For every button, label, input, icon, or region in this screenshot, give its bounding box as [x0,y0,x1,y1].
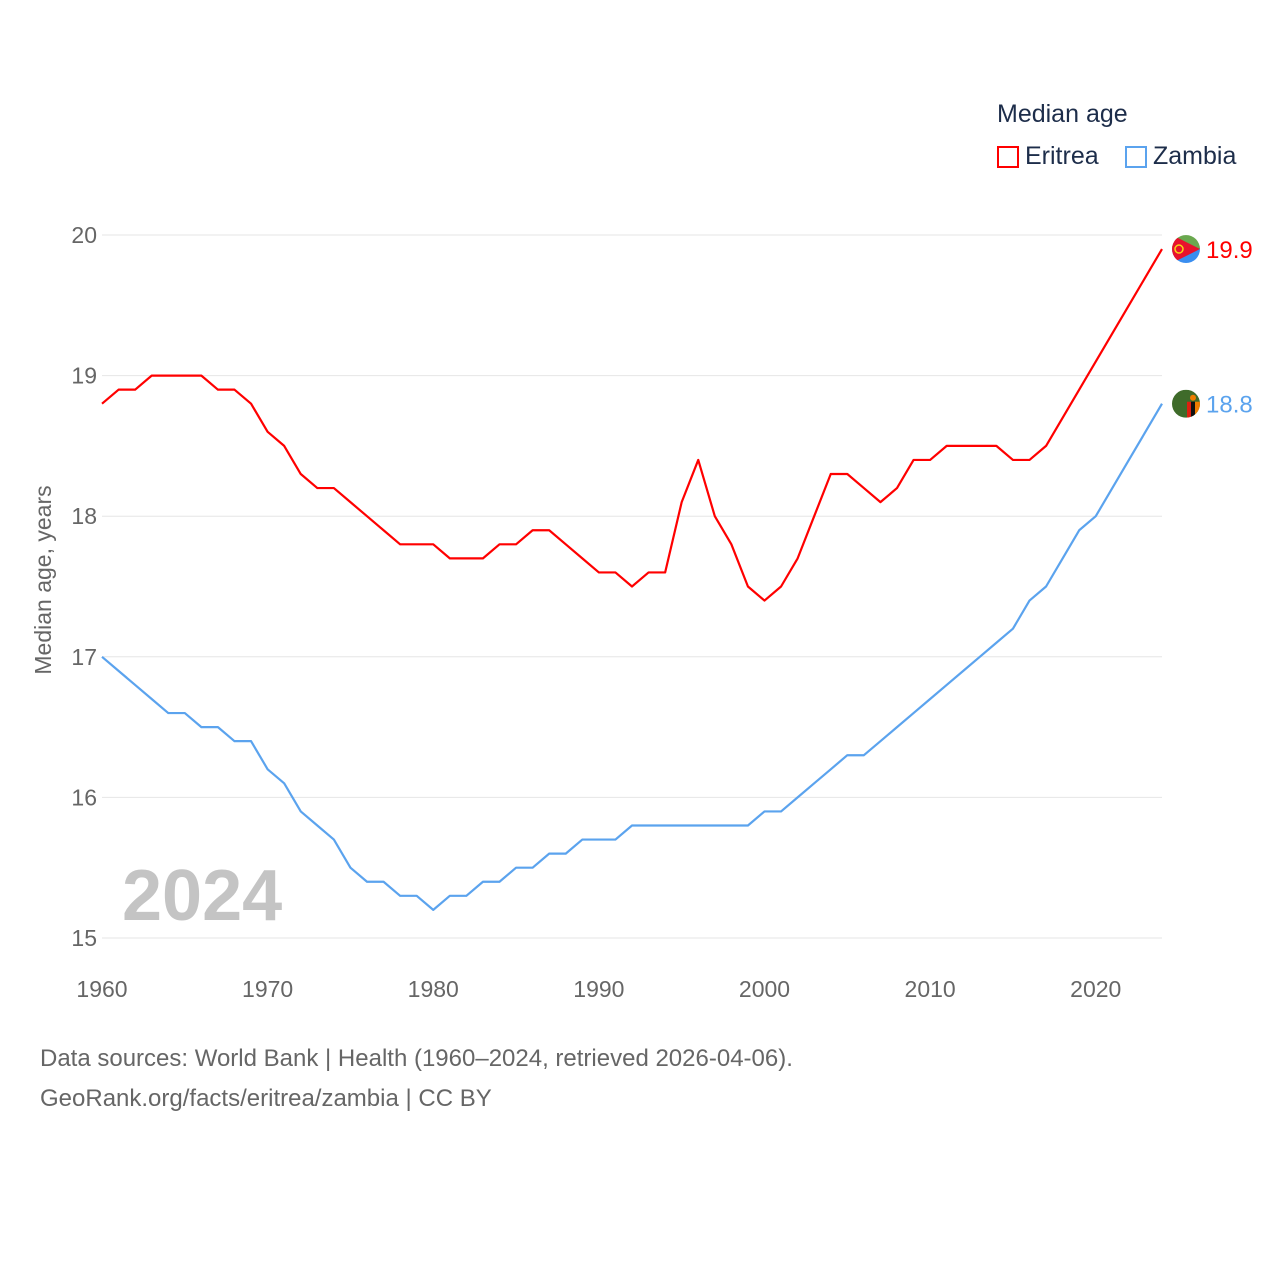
y-tick-label: 17 [71,644,97,670]
legend-label: Zambia [1153,142,1237,170]
y-tick-label: 15 [71,925,97,951]
legend-item-eritrea[interactable]: Eritrea [997,142,1099,171]
series-line-zambia [101,403,1163,911]
x-tick-label: 1970 [242,976,293,1002]
y-tick-label: 16 [71,784,97,810]
x-tick-label: 1960 [76,976,127,1002]
source-link[interactable]: GeoRank.org/facts/eritrea/zambia | CC BY [40,1085,492,1112]
legend-title: Median age [997,100,1128,128]
year-watermark: 2024 [122,856,282,936]
x-tick-label: 1980 [408,976,459,1002]
end-value-label: 19.9 [1206,237,1253,264]
end-value-label: 18.8 [1206,392,1253,419]
x-tick-label: 2000 [739,976,790,1002]
x-tick-label: 2010 [905,976,956,1002]
series-line-eritrea [101,248,1163,602]
source-note: Data sources: World Bank | Health (1960–… [40,1045,793,1072]
y-tick-label: 19 [71,363,97,389]
x-tick-label: 1990 [573,976,624,1002]
y-axis-label: Median age, years [30,485,56,674]
zambia-flag-icon [1172,389,1200,418]
y-tick-label: 18 [71,503,97,529]
x-tick-label: 2020 [1070,976,1121,1002]
legend-item-zambia[interactable]: Zambia [1125,142,1236,171]
legend-swatch [997,145,1019,168]
legend-swatch [1125,145,1147,168]
eritrea-flag-icon [1172,235,1200,264]
legend-label: Eritrea [1025,142,1099,170]
y-tick-label: 20 [71,222,97,248]
